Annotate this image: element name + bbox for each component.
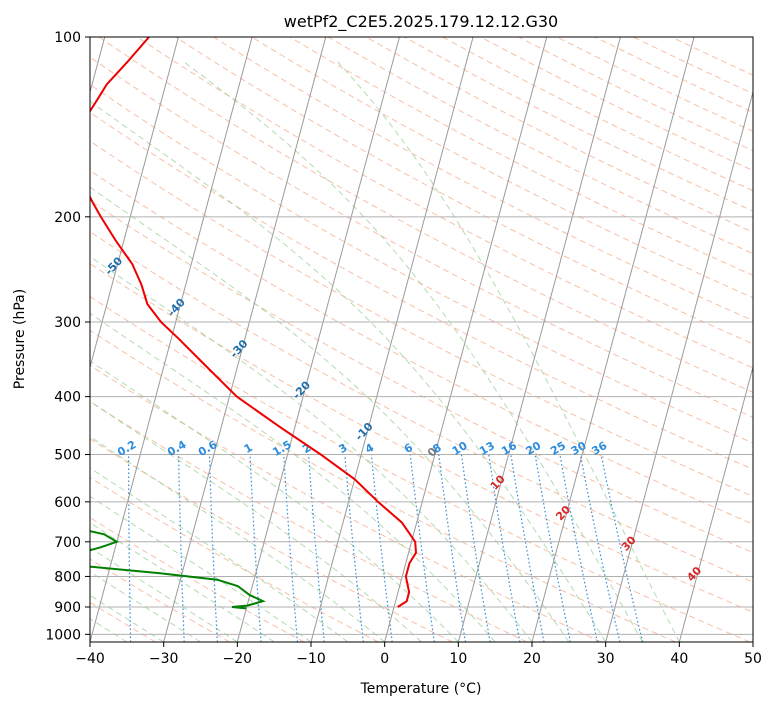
chart-title: wetPf2_C2E5.2025.179.12.12.G30 <box>284 12 558 32</box>
y-tick-label: 300 <box>54 315 81 331</box>
y-tick-label: 500 <box>54 448 81 464</box>
x-axis-label: Temperature (°C) <box>360 681 482 697</box>
y-tick-label: 600 <box>54 495 81 511</box>
y-tick-label: 900 <box>54 600 81 616</box>
y-tick-label: 800 <box>54 569 81 585</box>
x-tick-label: 20 <box>523 651 541 667</box>
x-tick-label: −20 <box>223 651 253 667</box>
x-tick-label: −10 <box>296 651 326 667</box>
y-tick-label: 700 <box>54 535 81 551</box>
x-tick-label: −30 <box>149 651 179 667</box>
x-tick-label: −40 <box>75 651 105 667</box>
x-tick-label: 40 <box>670 651 688 667</box>
x-tick-label: 50 <box>744 651 762 667</box>
x-tick-label: 10 <box>449 651 467 667</box>
y-tick-label: 400 <box>54 390 81 406</box>
x-tick-label: 30 <box>597 651 615 667</box>
x-tick-label: 0 <box>380 651 389 667</box>
y-tick-label: 100 <box>54 30 81 46</box>
y-tick-label: 1000 <box>45 627 81 643</box>
y-axis-label: Pressure (hPa) <box>12 289 28 389</box>
y-tick-label: 200 <box>54 210 81 226</box>
